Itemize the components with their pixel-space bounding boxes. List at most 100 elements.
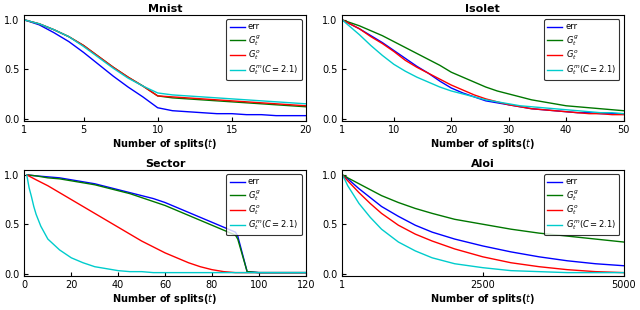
$G_t^g$: [56, 177, 63, 181]
$G_t^m(C = 2.1)$: [378, 54, 386, 57]
$G_t^g$: [65, 35, 73, 38]
$G_t^m(C = 2.1)$: [516, 104, 524, 108]
Line: err: err: [24, 20, 306, 116]
$G_t^o$: [232, 271, 239, 274]
$G_t^g$: [20, 18, 28, 22]
$G_t^o$: [50, 28, 58, 32]
$G_t^o$: [367, 202, 374, 205]
err: [390, 49, 397, 52]
$G_t^g$: [451, 217, 458, 221]
$G_t^o$: [482, 97, 490, 101]
$G_t^g$: [35, 22, 43, 26]
$G_t^g$: [287, 104, 295, 108]
Line: $G_t^o$: $G_t^o$: [342, 175, 623, 272]
$G_t^o$: [150, 245, 157, 249]
$G_t^o$: [228, 99, 236, 103]
err: [424, 71, 432, 75]
$G_t^g$: [302, 105, 310, 108]
$G_t^o$: [95, 55, 102, 58]
err: [243, 113, 250, 117]
$G_t^m(C = 2.1)$: [95, 55, 102, 59]
err: [95, 62, 102, 66]
$G_t^g$: [620, 109, 627, 113]
$G_t^m(C = 2.1)$: [65, 35, 73, 38]
$G_t^m(C = 2.1)$: [344, 184, 351, 188]
$G_t^o$: [102, 219, 110, 222]
$G_t^o$: [184, 96, 191, 100]
$G_t^m(C = 2.1)$: [139, 84, 147, 88]
$G_t^m(C = 2.1)$: [401, 69, 409, 73]
err: [507, 250, 515, 254]
$G_t^o$: [470, 93, 478, 97]
$G_t^g$: [563, 234, 571, 238]
$G_t^m(C = 2.1)$: [428, 256, 436, 260]
err: [341, 175, 349, 179]
$G_t^m(C = 2.1)$: [232, 271, 239, 274]
$G_t^g$: [344, 20, 352, 24]
$G_t^o$: [608, 113, 616, 117]
$G_t^m(C = 2.1)$: [67, 256, 75, 260]
$G_t^o$: [493, 100, 501, 104]
$G_t^o$: [573, 111, 581, 115]
$G_t^g$: [591, 237, 599, 241]
err: [255, 271, 262, 274]
err: [447, 86, 455, 90]
$G_t^o$: [620, 271, 627, 274]
Line: $G_t^o$: $G_t^o$: [342, 20, 623, 115]
X-axis label: Number of splits($t$): Number of splits($t$): [113, 137, 218, 151]
err: [185, 210, 193, 214]
err: [479, 244, 486, 248]
$G_t^m(C = 2.1)$: [168, 93, 176, 97]
Line: err: err: [342, 20, 623, 114]
$G_t^g$: [115, 189, 122, 193]
$G_t^g$: [341, 174, 349, 178]
err: [213, 112, 221, 116]
$G_t^o$: [115, 225, 122, 229]
err: [65, 40, 73, 43]
$G_t^o$: [35, 22, 43, 26]
err: [516, 105, 524, 108]
$G_t^g$: [356, 24, 364, 28]
err: [339, 173, 346, 177]
$G_t^m(C = 2.1)$: [390, 62, 397, 66]
$G_t^m(C = 2.1)$: [208, 271, 216, 274]
$G_t^g$: [278, 271, 286, 274]
$G_t^o$: [563, 110, 570, 113]
err: [302, 114, 310, 117]
$G_t^o$: [378, 211, 385, 215]
$G_t^g$: [173, 209, 180, 212]
$G_t^m(C = 2.1)$: [620, 112, 627, 116]
$G_t^m(C = 2.1)$: [161, 271, 169, 274]
$G_t^g$: [424, 58, 432, 61]
err: [378, 205, 385, 208]
$G_t^o$: [287, 103, 295, 107]
X-axis label: Number of splits($t$): Number of splits($t$): [430, 137, 536, 151]
$G_t^o$: [591, 270, 599, 273]
err: [344, 21, 352, 25]
$G_t^m(C = 2.1)$: [563, 271, 571, 274]
Legend: err, $G_t^g$, $G_t^o$, $G_t^m(C = 2.1)$: err, $G_t^g$, $G_t^o$, $G_t^m(C = 2.1)$: [544, 19, 620, 80]
$G_t^g$: [232, 233, 239, 237]
err: [20, 18, 28, 22]
$G_t^g$: [243, 270, 251, 273]
$G_t^o$: [243, 271, 251, 274]
$G_t^o$: [56, 191, 63, 194]
$G_t^g$: [540, 100, 547, 104]
$G_t^o$: [91, 211, 99, 215]
err: [257, 113, 265, 117]
err: [79, 180, 87, 184]
$G_t^m(C = 2.1)$: [91, 265, 99, 268]
$G_t^g$: [185, 214, 193, 217]
err: [154, 106, 161, 110]
err: [470, 95, 478, 99]
err: [44, 175, 52, 179]
$G_t^m(C = 2.1)$: [341, 178, 349, 182]
$G_t^m(C = 2.1)$: [395, 240, 403, 244]
$G_t^m(C = 2.1)$: [413, 75, 420, 79]
$G_t^g$: [378, 194, 385, 197]
$G_t^o$: [505, 103, 513, 107]
$G_t^o$: [154, 94, 161, 98]
$G_t^g$: [436, 64, 444, 67]
$G_t^g$: [339, 18, 346, 22]
$G_t^m(C = 2.1)$: [28, 195, 35, 198]
